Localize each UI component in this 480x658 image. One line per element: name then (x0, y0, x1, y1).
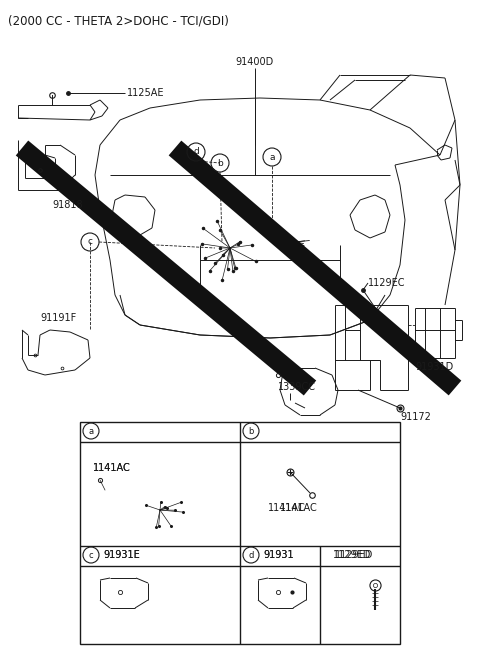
Text: 91400D: 91400D (235, 57, 273, 67)
Text: c: c (89, 551, 93, 559)
Text: 1141AC: 1141AC (280, 503, 318, 513)
Text: 91818: 91818 (52, 200, 83, 210)
Text: b: b (217, 159, 223, 168)
Text: 1141AC: 1141AC (268, 503, 306, 513)
Text: (2000 CC - THETA 2>DOHC - TCI/GDI): (2000 CC - THETA 2>DOHC - TCI/GDI) (8, 14, 229, 27)
Text: b: b (248, 426, 254, 436)
Text: d: d (248, 551, 254, 559)
Text: 1129ED: 1129ED (333, 550, 372, 560)
Text: a: a (88, 426, 94, 436)
Text: 91931D: 91931D (415, 362, 453, 372)
Text: 1129ED: 1129ED (335, 550, 373, 560)
Text: 1129EC: 1129EC (368, 278, 406, 288)
Text: c: c (87, 238, 93, 247)
Text: 91191F: 91191F (40, 313, 76, 323)
Text: d: d (193, 147, 199, 157)
Text: 91931E: 91931E (103, 550, 140, 560)
Text: 91931: 91931 (263, 550, 294, 560)
Text: a: a (269, 153, 275, 161)
Text: 1125AE: 1125AE (127, 88, 165, 98)
Text: 91172: 91172 (400, 412, 431, 422)
Text: 91931E: 91931E (103, 550, 140, 560)
Text: 1339CC: 1339CC (278, 382, 316, 392)
Text: 1141AC: 1141AC (93, 463, 131, 473)
Bar (80, 422, 400, 644)
Text: 91931: 91931 (263, 550, 294, 560)
Text: 1141AC: 1141AC (93, 463, 131, 473)
